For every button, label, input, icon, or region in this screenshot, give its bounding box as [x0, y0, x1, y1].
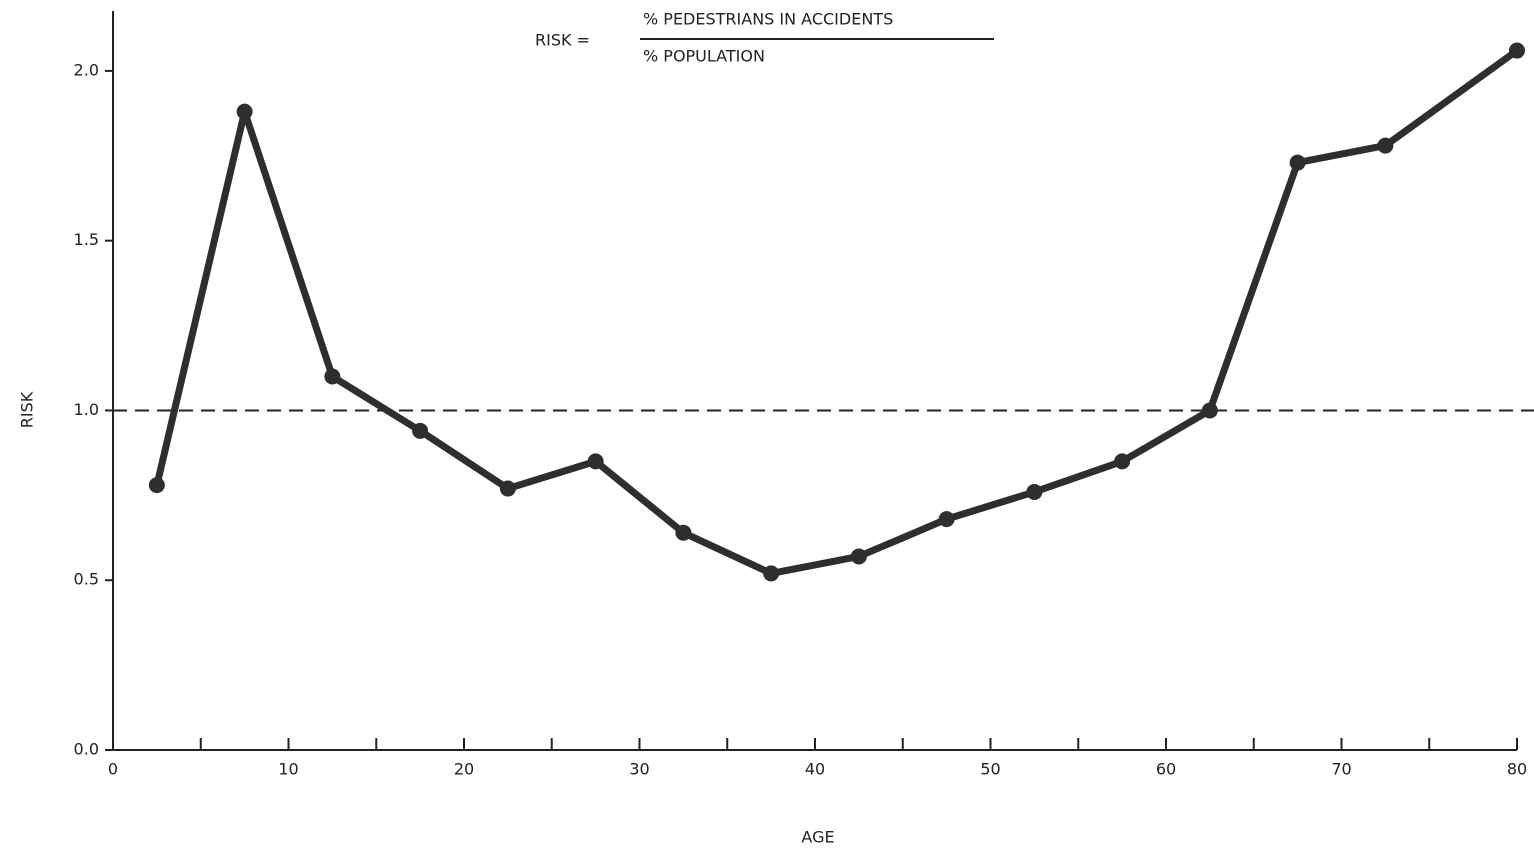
title-numerator: % PEDESTRIANS IN ACCIDENTS	[643, 10, 893, 29]
data-point	[1509, 42, 1525, 59]
x-tick-label: 70	[1331, 760, 1351, 779]
data-point	[148, 477, 165, 494]
x-tick-label: 40	[805, 760, 825, 779]
x-tick-label: 10	[278, 760, 298, 779]
y-tick-label: 2.0	[74, 60, 99, 79]
title-lhs: RISK =	[535, 31, 590, 50]
data-point	[850, 548, 867, 565]
y-tick-label: 0.5	[74, 570, 99, 589]
title-denominator: % POPULATION	[643, 47, 765, 66]
y-axis-label: RISK	[18, 391, 37, 428]
data-point	[236, 103, 253, 120]
x-tick-label: 0	[108, 760, 118, 779]
x-tick-label: 30	[629, 760, 649, 779]
data-point	[1026, 483, 1043, 500]
data-point	[763, 565, 780, 582]
x-axis-label: AGE	[801, 828, 834, 847]
data-point	[587, 453, 604, 470]
data-point	[324, 368, 341, 385]
data-point	[938, 511, 955, 528]
y-tick-label: 1.0	[74, 400, 99, 419]
x-tick-label: 20	[454, 760, 474, 779]
data-point	[1201, 402, 1218, 419]
data-point	[1114, 453, 1131, 470]
data-point	[1289, 154, 1306, 171]
y-tick-label: 0.0	[74, 740, 99, 759]
data-point	[675, 524, 692, 541]
data-point	[412, 422, 429, 439]
x-tick-label: 50	[980, 760, 1000, 779]
series-line	[153, 47, 1520, 577]
x-tick-label: 80	[1507, 760, 1527, 779]
data-point	[499, 480, 516, 497]
y-tick-label: 1.5	[74, 230, 99, 249]
data-point	[1377, 137, 1394, 154]
x-tick-label: 60	[1156, 760, 1176, 779]
